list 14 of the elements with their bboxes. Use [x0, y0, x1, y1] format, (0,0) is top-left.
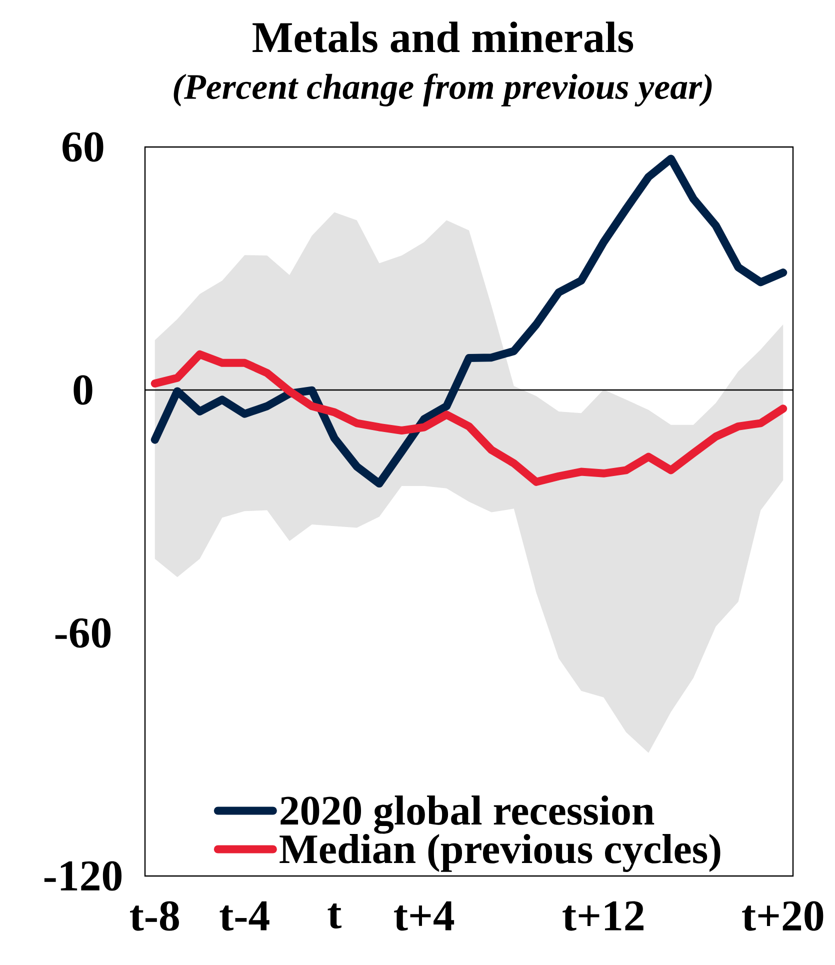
x-tick-label: t+4 — [394, 901, 454, 931]
y-tick-label: 60 — [62, 132, 104, 162]
x-tick-label: t-8 — [130, 901, 179, 931]
legend-label: Median (previous cycles) — [280, 834, 720, 872]
chart-title: Metals and minerals — [252, 22, 634, 52]
x-tick-label: t-4 — [220, 901, 270, 931]
chart-subtitle: (Percent change from previous year) — [174, 74, 712, 106]
y-tick-label: 0 — [74, 375, 92, 405]
y-tick-label: -120 — [44, 861, 122, 891]
x-tick-label: t+12 — [562, 901, 644, 931]
x-tick-label: t+20 — [742, 901, 824, 931]
y-tick-label: -60 — [55, 618, 111, 648]
legend-label: 2020 global recession — [280, 795, 654, 834]
x-tick-label: t — [328, 903, 342, 929]
